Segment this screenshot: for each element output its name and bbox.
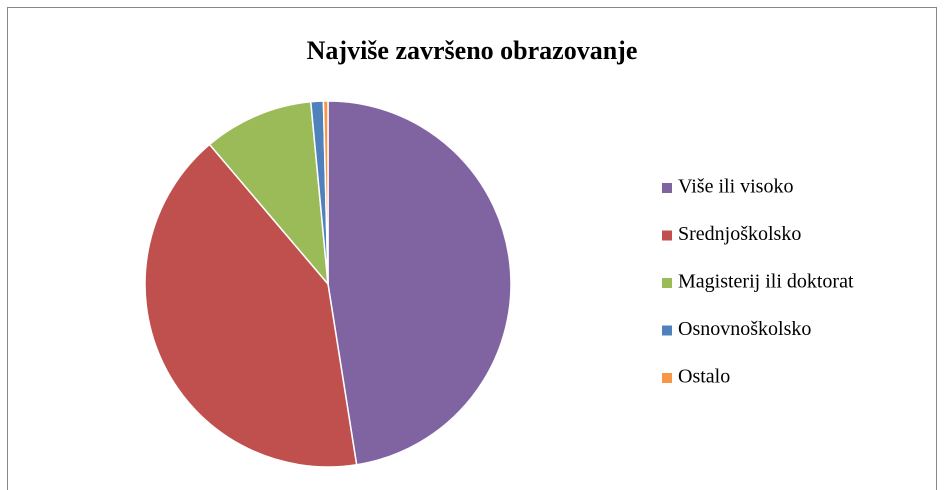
pie-slice: [144, 143, 358, 468]
pie-slice: [322, 100, 329, 285]
legend-swatch: [662, 278, 672, 288]
legend-swatch: [662, 373, 672, 383]
legend-label: Osnovnoškolsko: [678, 318, 811, 340]
legend-label: Ostalo: [678, 366, 730, 388]
pie-slice: [208, 100, 329, 287]
chart-title: Najviše završeno obrazovanje: [307, 36, 638, 65]
pie-slice: [327, 100, 512, 466]
legend-swatch: [662, 183, 672, 193]
legend-swatch: [662, 325, 672, 336]
legend-label: Srednjoškolsko: [678, 223, 801, 245]
legend-label: Magisterij ili doktorat: [678, 271, 854, 293]
legend-swatch: [662, 230, 672, 241]
legend-label: Više ili visoko: [678, 176, 793, 198]
